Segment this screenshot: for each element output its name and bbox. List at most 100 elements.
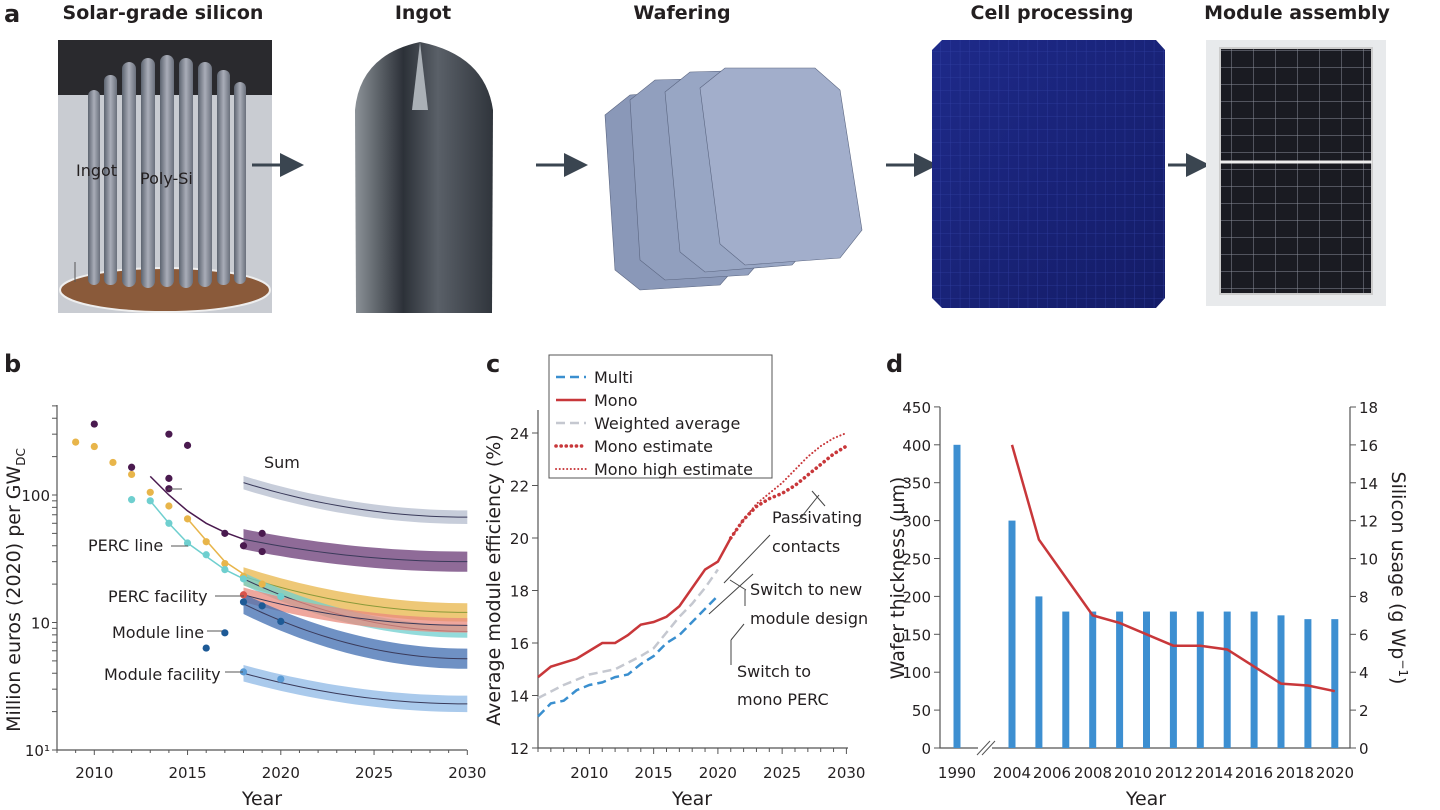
band-perc-facility: [243, 587, 468, 633]
data-point: [90, 442, 98, 451]
data-point: [258, 602, 266, 610]
y-axis-label-left: Wafer thickness (µm): [887, 477, 909, 680]
y-tick-label-right: 16: [1359, 437, 1378, 455]
bar: [1008, 520, 1016, 748]
series-label-ingot: Ingot: [76, 161, 117, 180]
y-axis-label-right: Silicon usage (g Wp−1): [1387, 472, 1410, 685]
y-tick-label-left: 400: [902, 437, 931, 455]
legend: Multi Mono Weighted average Mono estimate Mo…: [548, 354, 773, 479]
y-tick-label-right: 12: [1359, 513, 1378, 531]
panel-label-d: d: [886, 350, 903, 378]
module-photo: [1206, 40, 1386, 306]
silicon-reactor-photo: [58, 40, 272, 313]
data-point: [183, 441, 192, 449]
legend-entry: Mono estimate: [594, 437, 713, 456]
data-point: [239, 668, 248, 676]
data-point: [128, 496, 136, 504]
data-point: [183, 515, 192, 523]
band-ingot: [243, 567, 468, 622]
data-point: [258, 547, 266, 556]
x-tick-label: 2020: [1316, 764, 1354, 782]
series-label-perc-facility: PERC facility: [108, 587, 208, 606]
annotation: Passivating: [772, 508, 862, 527]
x-axis-label: Year: [241, 788, 282, 810]
x-tick-label: 2025: [763, 764, 801, 782]
y-tick-label-right: 6: [1359, 626, 1369, 644]
x-tick-label: 2030: [827, 764, 865, 782]
bar: [1196, 611, 1204, 748]
x-tick-label: 2006: [1033, 764, 1071, 782]
y-axis-label-right-text: Silicon usage (g Wp: [1387, 472, 1409, 660]
projection-line: [243, 482, 468, 518]
y-tick-label-right: 2: [1359, 702, 1369, 720]
annotation-bracket: [729, 579, 747, 591]
panel-a: a Solar-grade silicon Ingot Wafering Cel…: [4, 0, 1390, 313]
bar: [1250, 611, 1258, 748]
data-point: [258, 580, 266, 588]
fit-line: [149, 500, 244, 580]
y-tick-label: 22: [510, 478, 529, 496]
x-tick-label: 2012: [1155, 764, 1193, 782]
x-tick-label: 2014: [1195, 764, 1233, 782]
y-tick-label-right: 4: [1359, 664, 1369, 682]
panel-label-a: a: [4, 0, 20, 28]
series-line-mono-estimate: [728, 444, 849, 540]
data-point: [90, 420, 98, 428]
x-tick-label: 2010: [75, 764, 113, 782]
y-axis-label-right-superscript: −1: [1396, 659, 1410, 677]
bar: [1062, 611, 1070, 748]
bar: [1116, 611, 1124, 748]
x-tick-label: 2030: [448, 764, 486, 782]
x-axis-label: Year: [671, 788, 712, 810]
data-point: [277, 675, 285, 683]
solar-cell-photo: [932, 40, 1165, 308]
bar: [1277, 615, 1285, 748]
annotation: mono PERC: [737, 690, 829, 709]
data-point: [128, 470, 136, 479]
series-label-sum: Sum: [264, 453, 300, 472]
series-label-module-facility: Module facility: [104, 665, 221, 684]
y-tick-label: 14: [510, 688, 529, 706]
step-title-silicon: Solar-grade silicon: [63, 2, 264, 24]
data-point: [165, 519, 173, 527]
x-tick-label: 2025: [355, 764, 393, 782]
x-tick-label: 2015: [635, 764, 673, 782]
y-tick-label-left: 350: [902, 475, 931, 493]
legend-box: [548, 354, 773, 479]
annotation-bracket: [730, 623, 745, 641]
y-tick-label: 16: [510, 635, 529, 653]
legend-entry: Weighted average: [594, 414, 740, 433]
y-tick-label-left: 200: [902, 588, 931, 606]
data-point: [277, 592, 285, 601]
y-tick-label: 10¹: [25, 742, 50, 760]
projection-line: [243, 594, 468, 626]
annotation: contacts: [772, 537, 840, 556]
y-tick-label: 100: [21, 487, 50, 505]
annotation-bracket: [798, 494, 820, 521]
series-label-module-line: Module line: [112, 623, 204, 642]
y-tick-label: 10: [31, 615, 50, 633]
bar: [1169, 611, 1177, 748]
band-module-line: [243, 593, 468, 669]
x-tick-label: 2015: [168, 764, 206, 782]
data-point: [221, 529, 229, 537]
panel-b-chart: b 2010 2015 2020 2025 2030 10¹ 10 100 Year Million…: [3, 161, 486, 810]
series-line-mono-high-estimate: [729, 432, 848, 539]
series-line-multi: [537, 594, 719, 718]
data-point: [239, 542, 248, 550]
x-tick-label: 2020: [699, 764, 737, 782]
x-tick-label: 2010: [570, 764, 608, 782]
series-line-weighted-average: [537, 568, 719, 700]
data-point: [183, 539, 192, 547]
y-axis-label-right-close: ): [1387, 677, 1409, 684]
bar: [1089, 611, 1097, 748]
band-sum: [243, 475, 468, 524]
y-tick-label-right: 10: [1359, 551, 1378, 569]
data-point: [72, 438, 80, 446]
bar: [953, 444, 961, 748]
data-point: [239, 575, 248, 583]
axis-break-icon: [976, 740, 996, 756]
data-point: [165, 430, 173, 438]
band-poly-si: [243, 529, 468, 572]
